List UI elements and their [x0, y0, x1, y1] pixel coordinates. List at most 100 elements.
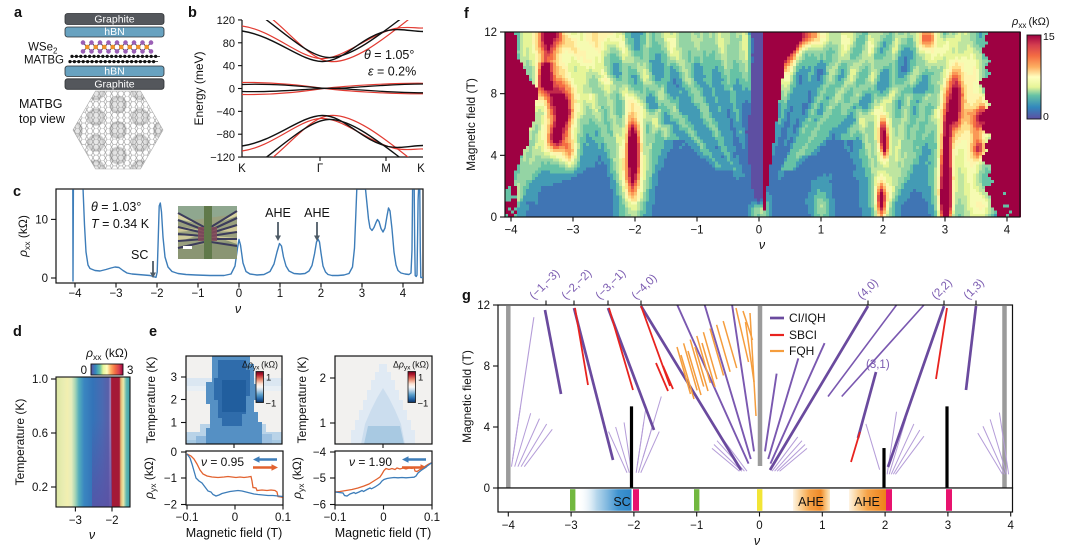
- svg-text:−0.1: −0.1: [324, 512, 347, 524]
- svg-text:AHE: AHE: [304, 206, 330, 220]
- svg-text:0: 0: [42, 273, 48, 285]
- svg-text:K: K: [417, 163, 425, 175]
- svg-text:Energy (meV): Energy (meV): [192, 51, 206, 125]
- svg-text:−0.1: −0.1: [176, 512, 199, 524]
- svg-text:−3: −3: [109, 288, 122, 300]
- svg-text:ν: ν: [759, 238, 766, 252]
- svg-text:−1: −1: [418, 399, 429, 410]
- svg-text:0.1: 0.1: [424, 512, 440, 524]
- svg-text:b: b: [188, 5, 197, 21]
- svg-text:c: c: [13, 184, 21, 200]
- svg-text:−3: −3: [69, 515, 82, 527]
- svg-text:−1: −1: [690, 520, 703, 532]
- svg-text:1: 1: [266, 373, 271, 384]
- svg-text:0: 0: [171, 447, 177, 459]
- svg-text:ρxx (kΩ): ρxx (kΩ): [85, 346, 128, 362]
- svg-text:0.2: 0.2: [32, 482, 48, 494]
- svg-text:0: 0: [229, 84, 235, 96]
- svg-text:ρyx (kΩ): ρyx (kΩ): [142, 457, 158, 500]
- svg-text:0.1: 0.1: [275, 512, 291, 524]
- svg-text:Temperature (K): Temperature (K): [144, 357, 158, 444]
- svg-text:1.0: 1.0: [32, 374, 48, 386]
- svg-text:AHE: AHE: [265, 206, 291, 220]
- svg-text:(4,0): (4,0): [856, 277, 881, 302]
- svg-text:θ = 1.03°: θ = 1.03°: [91, 200, 141, 214]
- svg-text:3: 3: [127, 365, 133, 377]
- svg-text:0: 0: [232, 512, 238, 524]
- svg-text:−1: −1: [266, 399, 277, 410]
- svg-text:(2,2): (2,2): [930, 277, 955, 302]
- svg-text:ρxx (kΩ): ρxx (kΩ): [1011, 16, 1050, 30]
- svg-text:hBN: hBN: [104, 26, 124, 38]
- svg-text:1: 1: [171, 418, 177, 430]
- svg-text:d: d: [13, 324, 22, 340]
- svg-text:40: 40: [223, 61, 235, 73]
- svg-text:8: 8: [491, 89, 497, 101]
- svg-text:M: M: [381, 163, 391, 175]
- svg-text:4: 4: [484, 422, 491, 434]
- svg-text:−2: −2: [628, 225, 641, 237]
- svg-text:−3: −3: [565, 520, 578, 532]
- svg-text:Graphite: Graphite: [94, 78, 134, 90]
- svg-text:T = 0.34 K: T = 0.34 K: [91, 217, 150, 231]
- svg-text:ν = 0.95: ν = 0.95: [201, 455, 244, 469]
- svg-text:SC: SC: [131, 248, 148, 262]
- svg-text:ε = 0.2%: ε = 0.2%: [368, 65, 416, 79]
- svg-text:g: g: [462, 288, 471, 304]
- svg-text:0: 0: [756, 520, 762, 532]
- svg-text:Magnetic field (T): Magnetic field (T): [186, 526, 283, 540]
- svg-text:−6: −6: [313, 500, 326, 512]
- svg-text:4: 4: [1004, 225, 1011, 237]
- svg-text:Magnetic field (T): Magnetic field (T): [335, 526, 432, 540]
- svg-text:4: 4: [400, 288, 407, 300]
- svg-text:top view: top view: [19, 112, 66, 126]
- svg-text:1: 1: [320, 418, 326, 430]
- svg-text:ρxx (kΩ): ρxx (kΩ): [16, 215, 32, 258]
- svg-text:4: 4: [491, 150, 498, 162]
- svg-text:(−2,−2): (−2,−2): [560, 267, 595, 302]
- svg-text:−80: −80: [216, 129, 235, 141]
- svg-text:−4: −4: [313, 447, 327, 459]
- svg-text:AHE: AHE: [798, 495, 824, 509]
- svg-text:a: a: [14, 5, 23, 21]
- svg-text:AHE: AHE: [854, 495, 880, 509]
- svg-text:f: f: [464, 6, 469, 22]
- svg-text:SC: SC: [613, 495, 630, 509]
- svg-text:−4: −4: [504, 225, 518, 237]
- svg-text:CI/IQH: CI/IQH: [789, 311, 826, 325]
- svg-text:FQH: FQH: [789, 344, 814, 358]
- svg-text:MATBG: MATBG: [24, 55, 64, 67]
- svg-text:Graphite: Graphite: [94, 13, 134, 25]
- svg-text:0: 0: [236, 288, 242, 300]
- svg-text:ρyx (kΩ): ρyx (kΩ): [290, 457, 306, 500]
- svg-text:0: 0: [1043, 111, 1049, 123]
- svg-text:SBCI: SBCI: [789, 328, 817, 342]
- svg-text:8: 8: [484, 361, 490, 373]
- svg-text:3: 3: [359, 288, 365, 300]
- svg-text:10: 10: [35, 214, 48, 226]
- svg-text:Δρyx (kΩ): Δρyx (kΩ): [393, 360, 429, 372]
- svg-text:(−1,−3): (−1,−3): [528, 267, 563, 302]
- svg-text:Temperature (K): Temperature (K): [295, 357, 309, 444]
- svg-text:4: 4: [1007, 520, 1014, 532]
- svg-text:0: 0: [491, 212, 497, 224]
- svg-text:0: 0: [484, 483, 490, 495]
- svg-text:0: 0: [380, 512, 386, 524]
- svg-text:0: 0: [756, 225, 762, 237]
- svg-text:0.6: 0.6: [32, 428, 48, 440]
- svg-text:−2: −2: [627, 520, 640, 532]
- svg-text:K: K: [238, 163, 246, 175]
- svg-text:−40: −40: [216, 106, 235, 118]
- svg-text:−2: −2: [150, 288, 163, 300]
- svg-text:Δρyx (kΩ): Δρyx (kΩ): [242, 360, 278, 372]
- svg-text:ν: ν: [235, 302, 242, 316]
- svg-text:2: 2: [882, 520, 888, 532]
- svg-text:3: 3: [942, 225, 948, 237]
- svg-text:15: 15: [1043, 31, 1055, 43]
- svg-text:1: 1: [277, 288, 283, 300]
- svg-text:3: 3: [945, 520, 951, 532]
- svg-text:1: 1: [819, 520, 825, 532]
- svg-text:−1: −1: [191, 288, 204, 300]
- svg-text:(−4,0): (−4,0): [630, 272, 660, 302]
- svg-text:Γ: Γ: [317, 163, 324, 175]
